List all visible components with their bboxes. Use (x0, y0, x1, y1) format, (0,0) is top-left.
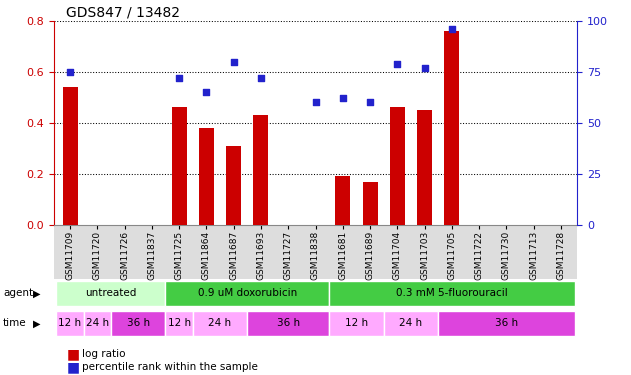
Text: 0.3 mM 5-fluorouracil: 0.3 mM 5-fluorouracil (396, 288, 508, 298)
Text: 12 h: 12 h (345, 318, 368, 328)
Point (365, 99, 375, 105)
Bar (226, 146, 241, 225)
Text: 24 h: 24 h (399, 318, 423, 328)
Bar (254, 115, 268, 225)
Point (256, 75, 266, 81)
Bar (335, 177, 350, 225)
Text: 24 h: 24 h (86, 318, 109, 328)
Point (310, 99, 321, 105)
Text: 0.9 uM doxorubicin: 0.9 uM doxorubicin (198, 288, 297, 298)
Text: ▶: ▶ (33, 318, 40, 328)
Text: 36 h: 36 h (495, 318, 518, 328)
Bar (62, 87, 78, 225)
Text: ■: ■ (66, 347, 80, 362)
Text: untreated: untreated (85, 288, 136, 298)
Text: time: time (3, 318, 27, 328)
Bar (444, 31, 459, 225)
Point (338, 95, 348, 101)
Text: ▶: ▶ (33, 288, 40, 298)
Text: log ratio: log ratio (82, 350, 126, 359)
Point (447, 26, 457, 32)
Text: 36 h: 36 h (127, 318, 150, 328)
Text: agent: agent (3, 288, 33, 298)
Text: percentile rank within the sample: percentile rank within the sample (82, 363, 258, 372)
Point (201, 89, 211, 95)
Bar (417, 110, 432, 225)
Point (65, 69, 75, 75)
Point (174, 75, 184, 81)
Bar (172, 108, 187, 225)
Text: 12 h: 12 h (168, 318, 191, 328)
Text: 36 h: 36 h (276, 318, 300, 328)
Point (420, 64, 430, 70)
Point (228, 58, 239, 64)
Bar (199, 128, 214, 225)
Text: 12 h: 12 h (59, 318, 81, 328)
Bar (363, 182, 377, 225)
Text: ■: ■ (66, 360, 80, 375)
Text: 24 h: 24 h (208, 318, 232, 328)
Point (392, 60, 403, 66)
Bar (390, 108, 405, 225)
Text: GDS847 / 13482: GDS847 / 13482 (66, 6, 180, 20)
